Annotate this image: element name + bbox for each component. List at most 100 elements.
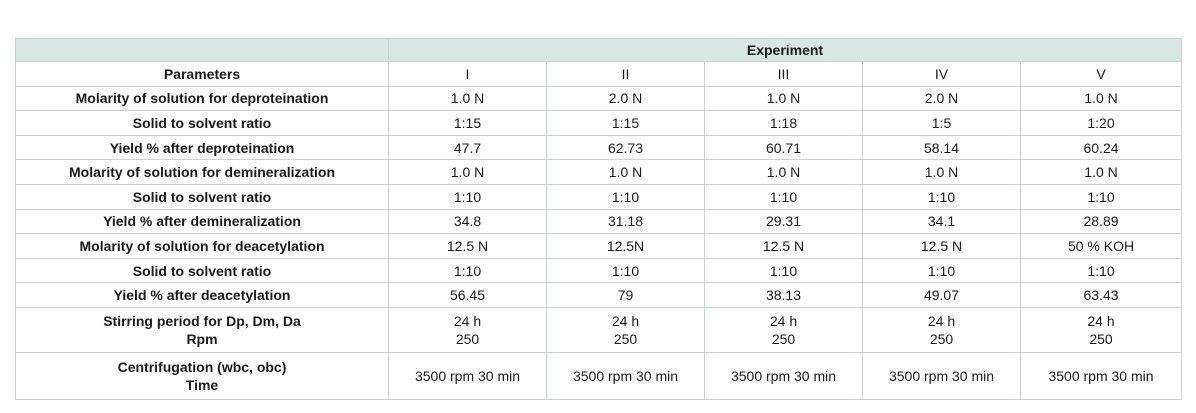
- parameter-label: Molarity of solution for deacetylation: [79, 237, 325, 254]
- table-row: Yield % after deacetylation 56.45 79 38.13 4…: [15, 282, 1183, 308]
- value-text: 1:15: [611, 114, 640, 131]
- value-cell: 2.0 N: [546, 85, 705, 112]
- value-text: 1.0 N: [450, 164, 485, 181]
- value-cell: 1.0 N: [704, 159, 863, 185]
- value-text: 60.24: [1083, 139, 1119, 156]
- value-cell: 1.0 N: [1019, 159, 1183, 185]
- experiment-table: Experiment Parameters I II III IV V Mola…: [15, 38, 1183, 400]
- value-cell: 1:10: [862, 257, 1021, 284]
- value-text: 31.18: [607, 213, 644, 230]
- value-cell: 58.14: [862, 134, 1021, 161]
- value-cell: 24 h 250: [546, 306, 705, 353]
- value-text: 1.0 N: [608, 164, 643, 181]
- parameter-label: Solid to solvent ratio: [132, 114, 272, 131]
- value-cell: 29.31: [704, 208, 863, 235]
- value-text: 1.0 N: [766, 90, 801, 107]
- value-cell: 47.7: [388, 134, 547, 161]
- value-text: 62.73: [607, 139, 644, 156]
- parameter-cell: Solid to solvent ratio: [15, 257, 389, 284]
- table-row: Stirring period for Dp, Dm, Da Rpm 24 h 250…: [15, 306, 1183, 353]
- parameter-label: Molarity of solution for demineralizatio…: [68, 164, 335, 181]
- value-text: 3500 rpm 30 min: [572, 367, 679, 384]
- table-row: Molarity of solution for demineralizatio…: [15, 159, 1183, 185]
- value-cell: 1:10: [388, 183, 547, 210]
- column-header-ii: II: [546, 61, 705, 87]
- value-cell: 1.0 N: [546, 159, 705, 185]
- value-cell: 12.5 N: [388, 233, 547, 259]
- value-text: 250: [929, 330, 954, 347]
- table-row: Solid to solvent ratio 1:10 1:10 1:10 1:10 1:…: [15, 257, 1183, 284]
- value-cell: 62.73: [546, 134, 705, 161]
- parameter-label: Centrifugation (wbc, obc): [117, 358, 287, 375]
- value-cell: 3500 rpm 30 min: [704, 351, 863, 400]
- value-cell: 1:10: [862, 183, 1021, 210]
- value-text: 1.0 N: [1084, 164, 1118, 181]
- parameter-label: Yield % after deproteination: [109, 139, 295, 156]
- column-header-i: I: [388, 61, 547, 87]
- parameter-cell: Centrifugation (wbc, obc) Time: [15, 351, 389, 400]
- value-text: 1.0 N: [1084, 90, 1118, 107]
- parameter-cell: Yield % after deacetylation: [15, 282, 389, 308]
- value-text: 24 h: [611, 312, 640, 329]
- value-cell: 24 h 250: [1019, 306, 1183, 353]
- value-cell: 1:10: [704, 257, 863, 284]
- value-cell: 24 h 250: [388, 306, 547, 353]
- parameter-label: Rpm: [186, 330, 218, 347]
- parameter-cell: Yield % after demineralization: [15, 208, 389, 235]
- value-text: 79: [617, 287, 634, 304]
- value-text: 34.8: [453, 213, 482, 230]
- value-text: 1:5: [931, 114, 952, 131]
- value-text: 1:10: [453, 188, 482, 205]
- value-cell: 1.0 N: [388, 159, 547, 185]
- value-cell: 1.0 N: [1019, 85, 1183, 112]
- value-cell: 2.0 N: [862, 85, 1021, 112]
- parameter-cell: Molarity of solution for demineralizatio…: [15, 159, 389, 185]
- value-cell: 12.5 N: [704, 233, 863, 259]
- value-text: 3500 rpm 30 min: [1048, 367, 1154, 384]
- value-cell: 1:15: [546, 110, 705, 136]
- value-text: 1:20: [1087, 114, 1115, 131]
- value-text: 1:10: [611, 188, 640, 205]
- value-text: 38.13: [765, 287, 802, 304]
- value-text: 24 h: [453, 312, 482, 329]
- value-cell: 1.0 N: [704, 85, 863, 112]
- value-text: 49.07: [923, 287, 960, 304]
- value-text: 24 h: [1087, 312, 1115, 329]
- value-text: 1:10: [1087, 188, 1115, 205]
- corner-cell: [15, 38, 389, 62]
- value-text: 1:10: [927, 262, 956, 279]
- value-text: 12.5 N: [762, 237, 805, 254]
- value-text: 12.5 N: [446, 237, 489, 254]
- parameter-cell: Solid to solvent ratio: [15, 110, 389, 136]
- value-cell: 12.5N: [546, 233, 705, 259]
- value-text: 58.14: [923, 139, 960, 156]
- column-header-row: Parameters I II III IV V: [15, 61, 1183, 87]
- column-header-parameters: Parameters: [15, 61, 389, 87]
- value-cell: 34.8: [388, 208, 547, 235]
- value-cell: 50 % KOH: [1019, 233, 1183, 259]
- value-text: 1.0 N: [766, 164, 801, 181]
- parameter-cell: Solid to solvent ratio: [15, 183, 389, 210]
- value-text: 1:10: [769, 188, 798, 205]
- parameter-label: Solid to solvent ratio: [132, 262, 272, 279]
- value-text: 250: [613, 330, 638, 347]
- parameter-cell: Yield % after deproteination: [15, 134, 389, 161]
- experiment-header: Experiment: [387, 38, 1183, 62]
- value-cell: 31.18: [546, 208, 705, 235]
- parameter-label: Solid to solvent ratio: [132, 188, 272, 205]
- value-cell: 1:20: [1019, 110, 1183, 136]
- value-text: 34.1: [927, 213, 956, 230]
- value-cell: 1:10: [1019, 257, 1183, 284]
- value-text: 250: [455, 330, 480, 347]
- value-text: 1:10: [769, 262, 798, 279]
- value-cell: 38.13: [704, 282, 863, 308]
- value-cell: 12.5 N: [862, 233, 1021, 259]
- value-text: 1:10: [611, 262, 640, 279]
- parameter-label: Stirring period for Dp, Dm, Da: [103, 312, 301, 329]
- value-cell: 1:10: [704, 183, 863, 210]
- value-cell: 60.24: [1019, 134, 1183, 161]
- value-cell: 1.0 N: [388, 85, 547, 112]
- parameter-label: Molarity of solution for deproteination: [75, 90, 329, 107]
- value-cell: 1:10: [388, 257, 547, 284]
- value-text: 1:18: [769, 114, 798, 131]
